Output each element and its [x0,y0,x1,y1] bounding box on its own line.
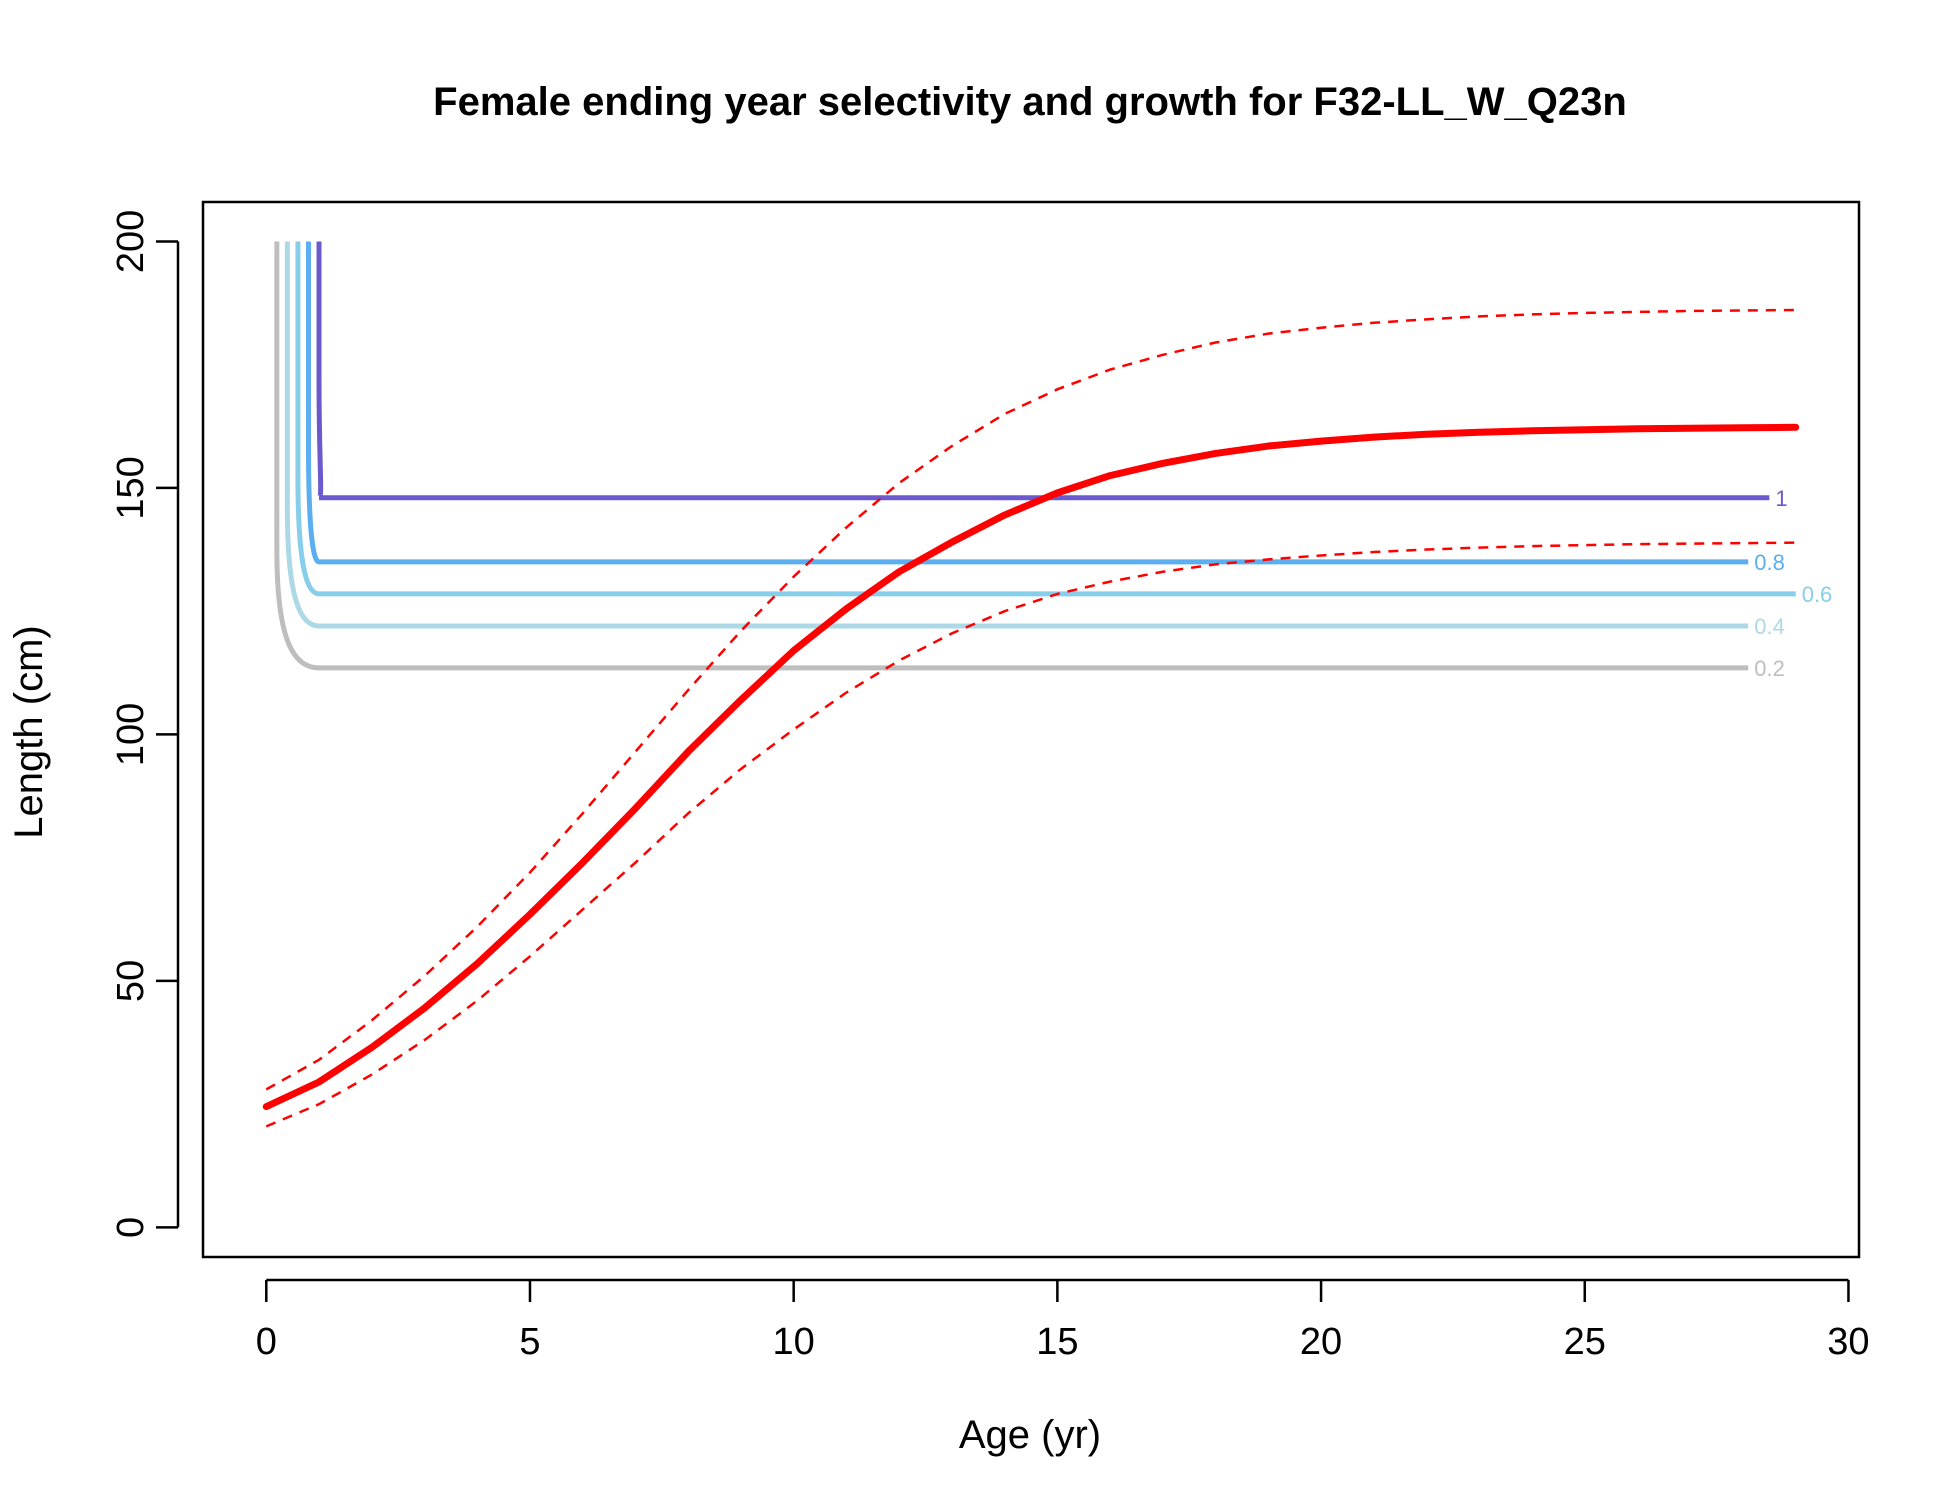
x-tick-label: 0 [256,1321,277,1363]
chart-title: Female ending year selectivity and growt… [433,80,1627,124]
contour-line-0-6 [295,241,1796,597]
plot-area-border [201,200,1861,1259]
y-axis-label: Length (cm) [7,625,51,838]
y-tick-label: 150 [110,456,152,519]
selectivity-contours: 1 0.8 0.6 0.4 0.2 [274,241,1833,681]
x-tick-label: 25 [1564,1321,1606,1363]
contour-label: 0.8 [1754,550,1785,575]
growth-mean-line [262,423,1800,1111]
contour-label: 0.6 [1802,582,1833,607]
growth-upper-interval [265,308,1796,1091]
x-tick-label: 30 [1827,1321,1869,1363]
x-tick-label: 10 [773,1321,815,1363]
y-tick-label: 50 [110,960,152,1002]
contour-label: 0.2 [1754,656,1785,681]
x-tick-label: 20 [1300,1321,1342,1363]
contour-label: 0.4 [1754,614,1785,639]
growth-curves [262,308,1800,1128]
contour-line-0-2 [274,241,1749,671]
y-tick-label: 100 [110,703,152,766]
y-tick-label: 0 [110,1217,152,1238]
contour-line-0-4 [284,241,1749,629]
contour-line-1 [316,241,1770,501]
y-axis: 0 50 100 150 200 [110,210,180,1238]
growth-lower-interval [265,541,1796,1128]
x-tick-label: 15 [1036,1321,1078,1363]
contour-label: 1 [1775,486,1787,511]
y-tick-label: 200 [110,210,152,273]
x-tick-label: 5 [519,1321,540,1363]
x-axis-label: Age (yr) [959,1413,1101,1457]
x-axis: 0 5 10 15 20 25 30 [256,1278,1870,1363]
contour-line-0-8 [305,241,1749,565]
